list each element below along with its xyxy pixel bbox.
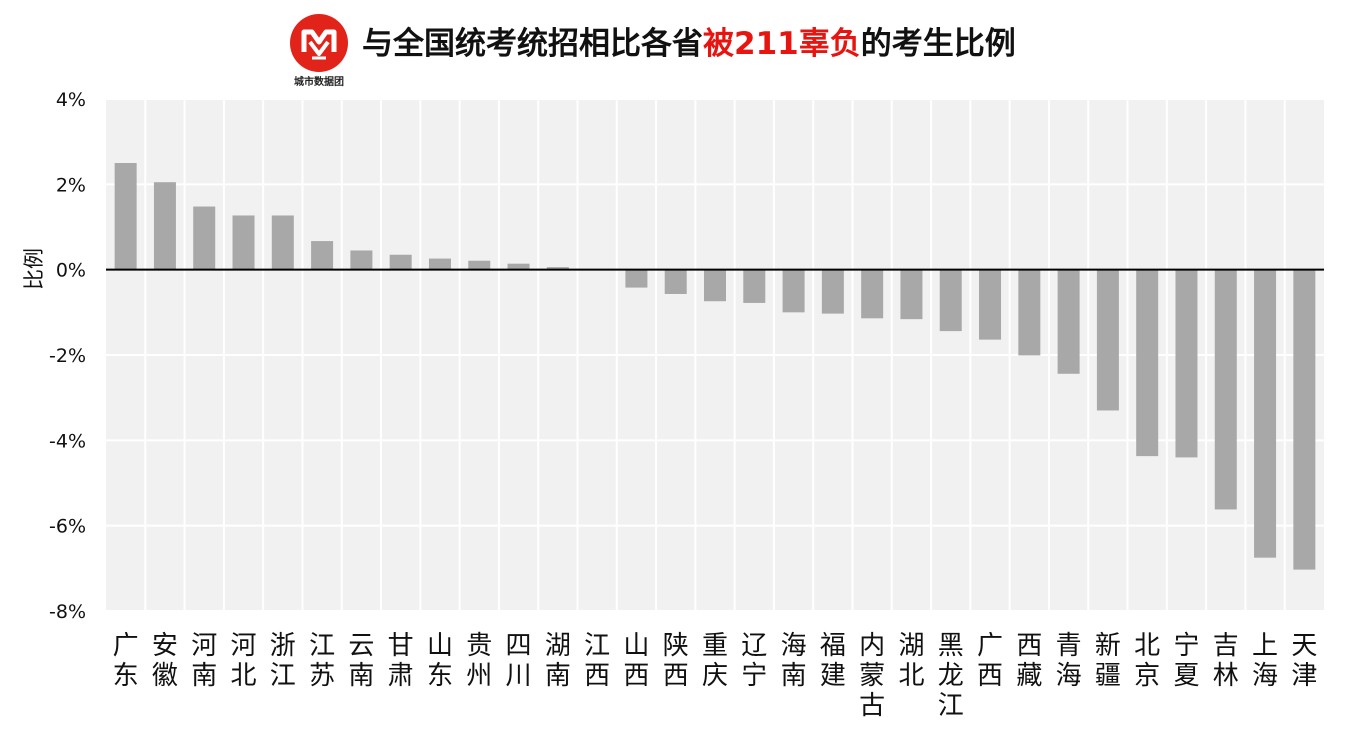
x-category-label: 山西 xyxy=(623,631,649,691)
y-tick-label: -2% xyxy=(49,345,86,367)
x-category-label: 上海 xyxy=(1252,631,1278,691)
x-category-label: 天津 xyxy=(1291,631,1317,691)
y-tick-label: 4% xyxy=(56,89,86,111)
logo: 城市数据团 xyxy=(287,12,351,90)
x-category-label: 辽宁 xyxy=(741,631,767,691)
bar-贵州 xyxy=(468,260,491,270)
x-category-label: 江苏 xyxy=(309,631,335,691)
x-category-label: 山东 xyxy=(427,631,453,691)
x-category-label: 浙江 xyxy=(270,631,296,691)
chart-title: 与全国统考统招相比各省被211辜负的考生比例 xyxy=(362,22,1016,66)
x-category-label: 黑龙江 xyxy=(938,631,964,721)
x-category-label: 北京 xyxy=(1134,631,1160,691)
bar-江苏 xyxy=(311,241,334,270)
x-category-label: 福建 xyxy=(820,631,846,691)
bar-广东 xyxy=(114,163,137,270)
bar-重庆 xyxy=(704,269,726,302)
bar-山东 xyxy=(428,258,451,270)
bar-宁夏 xyxy=(1175,269,1198,458)
x-category-label: 西藏 xyxy=(1016,631,1042,691)
bar-浙江 xyxy=(271,215,294,270)
bar-内蒙古 xyxy=(861,269,884,319)
title-suffix: 的考生比例 xyxy=(860,26,1016,62)
x-category-label: 吉林 xyxy=(1213,631,1239,691)
x-category-label: 内蒙古 xyxy=(859,631,885,721)
bar-河南 xyxy=(193,206,216,270)
bar-湖南 xyxy=(546,267,569,270)
header: 城市数据团 与全国统考统招相比各省被211辜负的考生比例 xyxy=(0,0,1350,92)
x-category-label: 宁夏 xyxy=(1173,631,1199,691)
x-category-label: 四川 xyxy=(506,631,532,691)
x-category-label: 甘肃 xyxy=(388,631,414,691)
bar-湖北 xyxy=(900,269,923,320)
logo-caption: 城市数据团 xyxy=(294,77,344,88)
x-category-label: 河北 xyxy=(231,631,257,691)
x-category-label: 重庆 xyxy=(702,631,728,691)
bar-天津 xyxy=(1293,269,1316,570)
x-category-label: 贵州 xyxy=(466,631,492,691)
bar-辽宁 xyxy=(743,269,766,303)
bar-青海 xyxy=(1057,269,1080,374)
bar-上海 xyxy=(1254,269,1277,558)
x-category-label: 陕西 xyxy=(663,631,689,691)
bar-福建 xyxy=(821,269,844,314)
x-category-label: 河南 xyxy=(191,631,217,691)
x-category-label: 云南 xyxy=(348,631,374,691)
x-category-label: 湖南 xyxy=(545,631,571,691)
bar-吉林 xyxy=(1214,269,1237,510)
x-category-label: 湖北 xyxy=(898,631,924,691)
bar-河北 xyxy=(232,215,255,270)
title-highlight: 被211辜负 xyxy=(703,26,861,62)
bar-陕西 xyxy=(664,269,687,294)
bar-西藏 xyxy=(1018,269,1041,356)
x-category-label: 海南 xyxy=(781,631,807,691)
y-tick-label: -8% xyxy=(49,601,86,623)
y-axis-label: 比例 xyxy=(22,248,46,290)
title-prefix: 与全国统考统招相比各省 xyxy=(362,26,703,62)
bar-安徽 xyxy=(153,182,176,270)
y-tick-label: 0% xyxy=(56,260,86,282)
bar-海南 xyxy=(782,269,805,313)
x-category-label: 广西 xyxy=(977,631,1003,691)
bar-广西 xyxy=(979,269,1002,340)
x-category-label: 江西 xyxy=(584,631,610,691)
y-tick-label: 2% xyxy=(56,174,86,196)
x-category-label: 广东 xyxy=(113,631,139,691)
bar-云南 xyxy=(350,250,373,270)
x-category-label: 新疆 xyxy=(1095,631,1121,691)
y-tick-label: -6% xyxy=(49,516,86,538)
x-category-label: 青海 xyxy=(1056,631,1082,691)
y-tick-label: -4% xyxy=(49,430,86,452)
bar-黑龙江 xyxy=(939,269,962,332)
bar-甘肃 xyxy=(389,254,412,270)
x-category-label: 安徽 xyxy=(152,631,178,691)
bar-山西 xyxy=(625,269,648,288)
bar-新疆 xyxy=(1096,269,1119,411)
logo-icon xyxy=(290,14,348,72)
bar-北京 xyxy=(1136,269,1159,457)
bar-四川 xyxy=(507,263,530,270)
